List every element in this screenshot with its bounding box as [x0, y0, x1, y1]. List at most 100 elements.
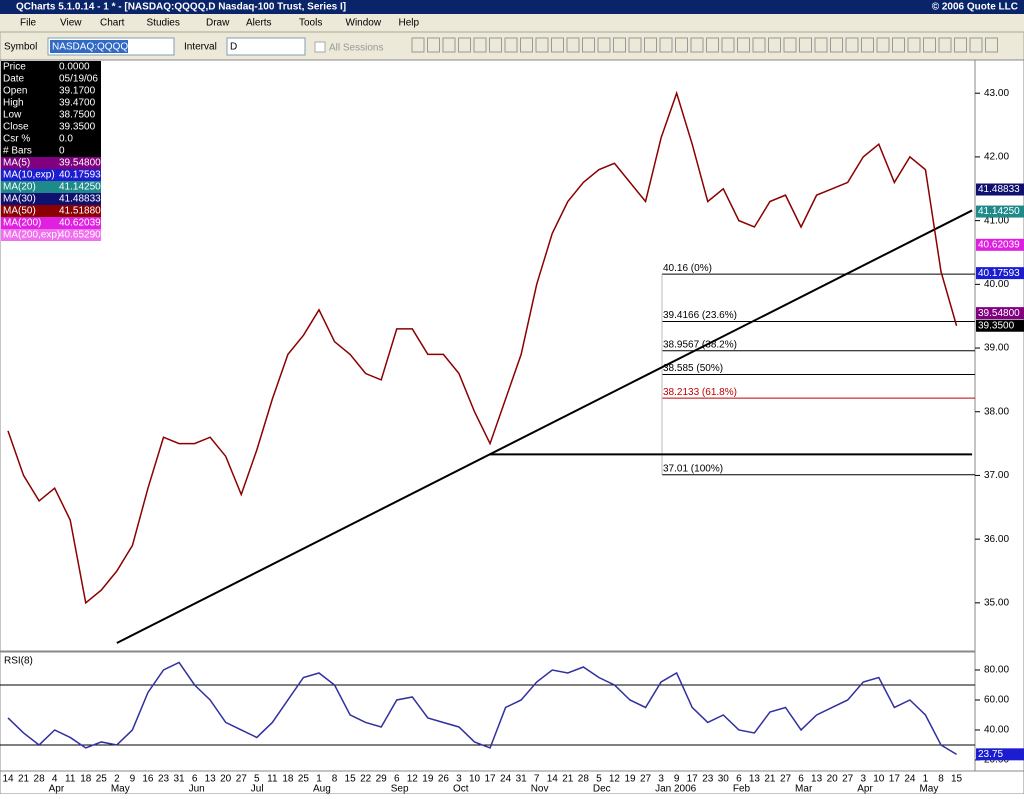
menu-item[interactable]: Chart	[100, 18, 125, 29]
menu-item[interactable]: View	[60, 18, 82, 29]
x-tick-label: 31	[173, 774, 185, 785]
x-tick-label: 2	[114, 774, 120, 785]
tool-icon[interactable]	[907, 37, 921, 53]
tool-icon[interactable]	[892, 37, 905, 53]
tool-icon[interactable]	[458, 37, 471, 53]
info-value: 41.51880	[59, 206, 101, 217]
copyright: © 2006 Quote LLC	[932, 2, 1018, 13]
price-label: 41.14250	[978, 206, 1020, 217]
y-tick-label: 35.00	[984, 597, 1009, 608]
x-tick-label: 25	[298, 774, 310, 785]
info-value: 41.48833	[59, 194, 101, 205]
symbol[interactable]: NASDAQ:QQQQ	[52, 42, 128, 53]
tool-icon[interactable]	[613, 37, 626, 53]
tool-icon[interactable]	[706, 37, 719, 53]
x-tick-label: 27	[236, 774, 248, 785]
x-tick-label: 6	[736, 774, 742, 785]
x-tick-label: 4	[52, 774, 58, 785]
tool-icon[interactable]	[752, 37, 766, 53]
info-value: 39.1700	[59, 86, 96, 97]
menu-item[interactable]: Help	[399, 18, 420, 29]
tool-icon[interactable]	[783, 37, 797, 53]
tool-icon[interactable]	[799, 37, 812, 53]
tool-icon[interactable]	[923, 37, 936, 53]
all-sessions[interactable]: All Sessions	[329, 43, 383, 54]
menu-item[interactable]: Draw	[206, 18, 230, 29]
info-value: 39.54800	[59, 158, 101, 169]
tool-icon[interactable]	[504, 37, 518, 53]
price-label-box	[976, 183, 1024, 196]
tool-icon[interactable]	[737, 37, 750, 53]
month-label: Oct	[453, 784, 469, 794]
info-value: 05/19/06	[59, 74, 98, 85]
y-tick-label: 36.00	[984, 534, 1009, 545]
tool-icon[interactable]	[861, 37, 874, 53]
tool-icon[interactable]	[690, 37, 704, 53]
interval[interactable]: D	[230, 42, 237, 53]
x-tick-label: 10	[873, 774, 885, 785]
info-value: 0.0	[59, 134, 73, 145]
tool-icon[interactable]	[489, 37, 502, 53]
tool-icon[interactable]	[566, 37, 580, 53]
x-tick-label: 13	[811, 774, 823, 785]
info-row	[1, 145, 101, 157]
tool-icon[interactable]	[442, 37, 456, 53]
menu-item[interactable]: File	[20, 18, 37, 29]
tool-icon[interactable]	[535, 37, 549, 53]
menu-item[interactable]: Alerts	[246, 18, 272, 29]
tool-icon[interactable]	[969, 37, 983, 53]
month-label: Dec	[593, 784, 611, 794]
tool-icon[interactable]	[814, 37, 828, 53]
trend-line	[116, 209, 973, 644]
info-label: MA(50)	[3, 206, 36, 217]
tool-icon[interactable]	[427, 37, 440, 53]
info-row	[1, 193, 101, 205]
tool-icon[interactable]	[644, 37, 657, 53]
info-label: MA(200,exp)	[3, 230, 60, 241]
tool-icon[interactable]	[830, 37, 843, 53]
interval-box[interactable]	[226, 37, 306, 56]
x-tick-label: 19	[624, 774, 636, 785]
price-panel	[0, 59, 976, 652]
tool-icon[interactable]	[954, 37, 967, 53]
x-tick-label: 19	[422, 774, 434, 785]
window-title: QCharts 5.1.0.14 - 1 * - [NASDAQ:QQQQ,D …	[16, 2, 346, 13]
menu-item[interactable]: Studies	[147, 18, 180, 29]
tool-icon[interactable]	[628, 37, 642, 53]
tool-icon[interactable]	[659, 37, 673, 53]
menu-item[interactable]: Window	[346, 18, 382, 29]
tool-icon[interactable]	[675, 37, 688, 53]
info-value: 39.4700	[59, 98, 96, 109]
tool-icon[interactable]	[985, 37, 998, 53]
tool-icon[interactable]	[768, 37, 781, 53]
x-tick-label: 13	[205, 774, 217, 785]
y-tick-label: 42.00	[984, 152, 1009, 163]
x-tick-label: 30	[718, 774, 730, 785]
tool-icon[interactable]	[938, 37, 952, 53]
tool-icon[interactable]	[411, 37, 425, 53]
price-label: 41.48833	[978, 184, 1020, 195]
info-row	[1, 229, 101, 241]
symbol-highlight	[50, 40, 128, 53]
menu-item[interactable]: Tools	[299, 18, 322, 29]
tool-icon[interactable]	[582, 37, 595, 53]
tool-icon[interactable]	[473, 37, 487, 53]
tool-icon[interactable]	[597, 37, 611, 53]
tool-icon[interactable]	[551, 37, 564, 53]
info-row	[1, 109, 101, 121]
month-label: Sep	[391, 784, 409, 794]
info-label: MA(200)	[3, 218, 41, 229]
x-tick-label: 14	[2, 774, 14, 785]
x-tick-label: 22	[360, 774, 372, 785]
x-tick-label: 24	[500, 774, 512, 785]
tool-icon[interactable]	[845, 37, 859, 53]
tool-icon[interactable]	[876, 37, 890, 53]
y-tick-label: 39.00	[984, 343, 1009, 354]
x-tick-label: 20	[827, 774, 839, 785]
axis-panel	[974, 59, 1024, 772]
x-tick-label: 20	[220, 774, 232, 785]
tool-icon[interactable]	[520, 37, 533, 53]
tool-icon[interactable]	[721, 37, 735, 53]
checkbox[interactable]	[314, 41, 326, 53]
month-label: Nov	[531, 784, 549, 794]
